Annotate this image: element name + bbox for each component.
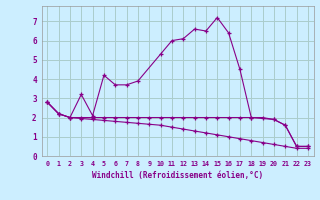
X-axis label: Windchill (Refroidissement éolien,°C): Windchill (Refroidissement éolien,°C) xyxy=(92,171,263,180)
